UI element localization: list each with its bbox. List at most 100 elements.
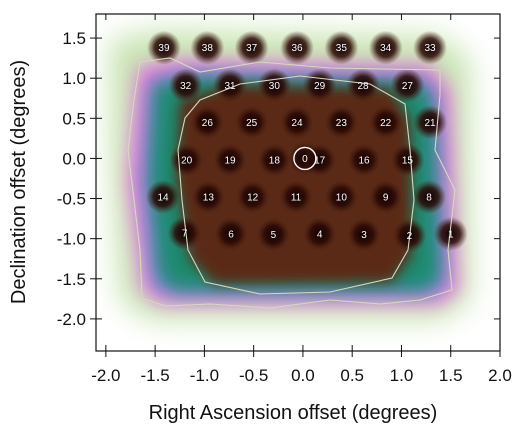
- beam-label: 29: [314, 81, 326, 92]
- beam-label: 16: [358, 156, 370, 167]
- beam-core: [390, 143, 425, 178]
- beam-label: 25: [246, 118, 258, 129]
- beam-core: [324, 179, 359, 214]
- beam-core: [368, 179, 403, 214]
- beam-core: [213, 143, 248, 178]
- y-tick-label: 0.5: [62, 109, 86, 128]
- y-tick-label: -0.5: [57, 190, 86, 209]
- beam-label: 36: [291, 43, 303, 54]
- beam-core: [347, 143, 382, 178]
- x-tick-label: -2.0: [91, 366, 120, 385]
- beam-label: 28: [357, 81, 369, 92]
- beam-label: 33: [424, 43, 436, 54]
- beam-label: 32: [180, 81, 192, 92]
- beam-label: 7: [182, 229, 188, 240]
- y-tick-label: 0.0: [62, 149, 86, 168]
- beam-core: [213, 68, 248, 103]
- x-axis: -2.0 -1.5 -1.0 -0.5 0.0 0.5 1.0 1.5 2.0: [91, 14, 512, 385]
- beam-label: 13: [203, 192, 215, 203]
- beam-label: 5: [271, 230, 277, 241]
- beam-label: 19: [224, 156, 236, 167]
- beam-core: [256, 217, 291, 252]
- beam-core: [213, 216, 248, 251]
- center-beam-marker: [293, 146, 317, 171]
- x-tick-label: 0.0: [291, 366, 315, 385]
- beam-core: [235, 179, 270, 214]
- beam-core: [324, 30, 359, 65]
- beam-core: [413, 30, 448, 65]
- beam-core: [412, 179, 447, 214]
- beam-label: 17: [314, 156, 326, 167]
- beam-core: [347, 217, 382, 252]
- beam-label: 15: [402, 156, 414, 167]
- y-tick-label: -1.0: [57, 230, 86, 249]
- heatmap-field: 0123456789101112131415161718192021222324…: [110, 30, 470, 320]
- beam-core: [191, 179, 226, 214]
- y-tick-label: 1.0: [62, 69, 86, 88]
- beam-core: [257, 68, 292, 103]
- beam-label: 0: [302, 154, 308, 165]
- beam-label: 4: [317, 229, 323, 240]
- beam-core: [234, 105, 269, 140]
- beam-label: 1: [448, 229, 454, 240]
- x-tick-label: 0.5: [340, 366, 364, 385]
- x-tick-label: 2.0: [488, 366, 512, 385]
- beam-label: 37: [246, 43, 258, 54]
- beam-label: 27: [402, 81, 414, 92]
- beam-label: 34: [380, 43, 392, 54]
- x-tick-label: -0.5: [239, 366, 268, 385]
- beam-core: [146, 179, 181, 214]
- beam-label: 12: [247, 192, 259, 203]
- beam-label: 30: [269, 81, 281, 92]
- beam-label: 8: [426, 192, 432, 203]
- y-axis: -2.0 -1.5 -1.0 -0.5 0.0 0.5 1.0 1.5: [57, 29, 500, 329]
- beam-core: [168, 68, 203, 103]
- y-tick-label: -1.5: [57, 270, 86, 289]
- beam-label: 20: [181, 156, 193, 167]
- beam-label: 18: [269, 156, 281, 167]
- contour-outer: [127, 57, 456, 309]
- x-tick-label: 1.5: [439, 366, 463, 385]
- beam-core: [324, 105, 359, 140]
- beam-label: 9: [383, 192, 389, 203]
- beam-label: 23: [336, 118, 348, 129]
- beam-label: 6: [228, 229, 234, 240]
- beam-label: 38: [202, 43, 214, 54]
- beam-label: 26: [202, 118, 214, 129]
- beam-core: [302, 216, 337, 251]
- beam-label: 39: [158, 43, 170, 54]
- beam-label: 35: [336, 43, 348, 54]
- beam-core: [146, 30, 181, 65]
- x-tick-label: -1.0: [190, 366, 219, 385]
- beam-core: [167, 216, 202, 251]
- x-tick-label: -1.5: [140, 366, 169, 385]
- y-tick-label: 1.5: [62, 29, 86, 48]
- beam-core: [368, 30, 403, 65]
- beam-core: [190, 105, 225, 140]
- y-tick-label: -2.0: [57, 310, 86, 329]
- beam-core: [279, 179, 314, 214]
- beam-label: 14: [157, 192, 169, 203]
- beam-core: [346, 68, 381, 103]
- beam-label: 2: [407, 231, 413, 242]
- beam-label: 24: [291, 118, 303, 129]
- beam-core: [390, 68, 425, 103]
- beam-label: 11: [291, 192, 302, 203]
- beam-label: 22: [380, 118, 392, 129]
- x-tick-label: 1.0: [390, 366, 414, 385]
- beam-core: [368, 105, 403, 140]
- beam-labels: 0123456789101112131415161718192021222324…: [157, 43, 454, 242]
- beam-core: [280, 105, 315, 140]
- beam-label: 31: [224, 81, 236, 92]
- beam-label: 3: [361, 230, 367, 241]
- beam-core: [302, 143, 337, 178]
- y-axis-title: Declination offset (degrees): [8, 60, 30, 304]
- beam-core: [190, 30, 225, 65]
- x-axis-title: Right Ascension offset (degrees): [149, 402, 438, 424]
- contour-inner: [177, 75, 415, 295]
- beam-core: [257, 143, 292, 178]
- beam-core: [280, 30, 315, 65]
- beam-label: 10: [336, 192, 348, 203]
- plot-frame: [95, 13, 501, 352]
